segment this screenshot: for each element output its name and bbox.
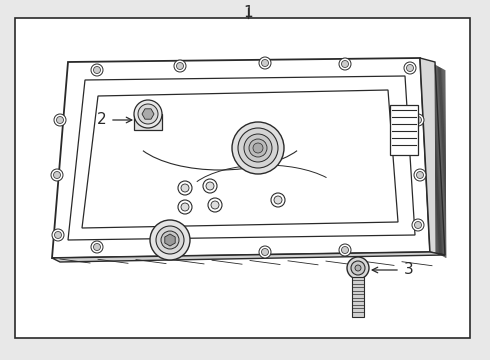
Circle shape <box>181 184 189 192</box>
Circle shape <box>94 243 100 251</box>
Polygon shape <box>52 58 430 258</box>
Circle shape <box>347 257 369 279</box>
Circle shape <box>134 100 162 128</box>
Circle shape <box>91 64 103 76</box>
Circle shape <box>412 219 424 231</box>
Bar <box>352 277 364 317</box>
Circle shape <box>206 182 214 190</box>
Circle shape <box>415 221 421 229</box>
Circle shape <box>181 203 189 211</box>
Circle shape <box>253 143 263 153</box>
Circle shape <box>274 196 282 204</box>
Circle shape <box>52 229 64 241</box>
Circle shape <box>339 58 351 70</box>
Circle shape <box>412 114 424 126</box>
Polygon shape <box>165 234 175 246</box>
Circle shape <box>415 117 421 123</box>
Circle shape <box>174 60 186 72</box>
Circle shape <box>54 114 66 126</box>
Circle shape <box>342 247 348 253</box>
Text: 1: 1 <box>243 5 253 20</box>
Circle shape <box>54 231 62 238</box>
Circle shape <box>355 265 361 271</box>
Circle shape <box>249 139 267 157</box>
Circle shape <box>211 201 219 209</box>
Circle shape <box>203 179 217 193</box>
Polygon shape <box>82 90 398 228</box>
Circle shape <box>351 261 365 275</box>
Circle shape <box>164 244 176 256</box>
Text: 3: 3 <box>404 262 414 278</box>
Bar <box>390 105 418 155</box>
Circle shape <box>53 171 60 179</box>
Circle shape <box>339 244 351 256</box>
Polygon shape <box>142 109 154 119</box>
Circle shape <box>176 63 183 69</box>
Polygon shape <box>420 58 445 255</box>
Circle shape <box>208 198 222 212</box>
Circle shape <box>342 60 348 68</box>
Bar <box>15 18 470 338</box>
Circle shape <box>94 67 100 73</box>
Circle shape <box>404 62 416 74</box>
Polygon shape <box>52 252 445 262</box>
Circle shape <box>161 231 179 249</box>
Circle shape <box>167 247 173 253</box>
Circle shape <box>414 169 426 181</box>
Circle shape <box>178 200 192 214</box>
Circle shape <box>51 169 63 181</box>
Circle shape <box>407 64 414 72</box>
Circle shape <box>138 104 158 124</box>
Circle shape <box>232 122 284 174</box>
Circle shape <box>150 220 190 260</box>
Circle shape <box>416 171 423 179</box>
Circle shape <box>259 57 271 69</box>
Circle shape <box>178 181 192 195</box>
Polygon shape <box>68 76 415 240</box>
Polygon shape <box>134 114 162 130</box>
Circle shape <box>91 241 103 253</box>
Circle shape <box>259 246 271 258</box>
Circle shape <box>262 248 269 256</box>
Circle shape <box>156 226 184 254</box>
Circle shape <box>262 59 269 67</box>
Circle shape <box>244 134 272 162</box>
Circle shape <box>238 128 278 168</box>
Circle shape <box>271 193 285 207</box>
Text: 2: 2 <box>97 112 106 127</box>
Circle shape <box>56 117 64 123</box>
